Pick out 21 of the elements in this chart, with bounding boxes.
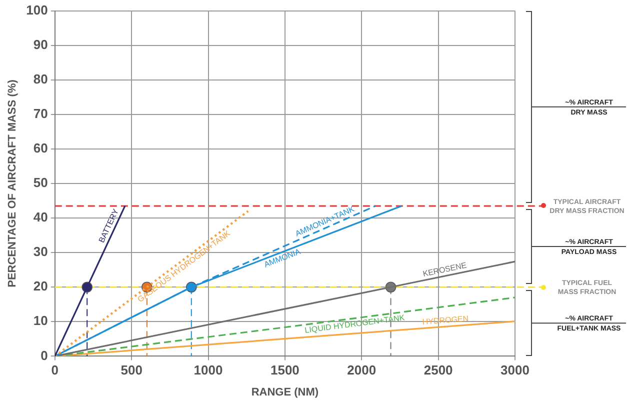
x-tick-label: 1500 bbox=[270, 362, 300, 378]
x-tick-label: 3000 bbox=[500, 362, 530, 378]
y-tick-label: 30 bbox=[33, 244, 48, 260]
x-axis-title: RANGE (NM) bbox=[251, 386, 319, 398]
y-tick-label: 20 bbox=[33, 278, 48, 294]
y-tick-label: 70 bbox=[33, 106, 48, 121]
series-label: HYDROGEN bbox=[422, 314, 470, 327]
y-tick-label: 60 bbox=[33, 140, 48, 156]
y-axis-title: PERCENTAGE OF AIRCRAFT MASS (%) bbox=[6, 79, 19, 288]
x-tick-label: 0 bbox=[51, 362, 59, 378]
y-tick-label: 100 bbox=[26, 2, 48, 18]
y-tick-label: 80 bbox=[33, 71, 48, 86]
x-tick-label: 2000 bbox=[347, 362, 376, 378]
x-tick-label: 500 bbox=[120, 362, 142, 378]
y-tick-label: 10 bbox=[33, 313, 48, 328]
y-tick-label: 0 bbox=[40, 348, 48, 363]
y-tick-label: 90 bbox=[33, 36, 48, 52]
x-tick-label: 2500 bbox=[424, 362, 453, 378]
y-tick-label: 40 bbox=[33, 210, 48, 225]
x-tick-label: 1000 bbox=[194, 362, 223, 378]
y-tick-label: 50 bbox=[33, 175, 48, 190]
